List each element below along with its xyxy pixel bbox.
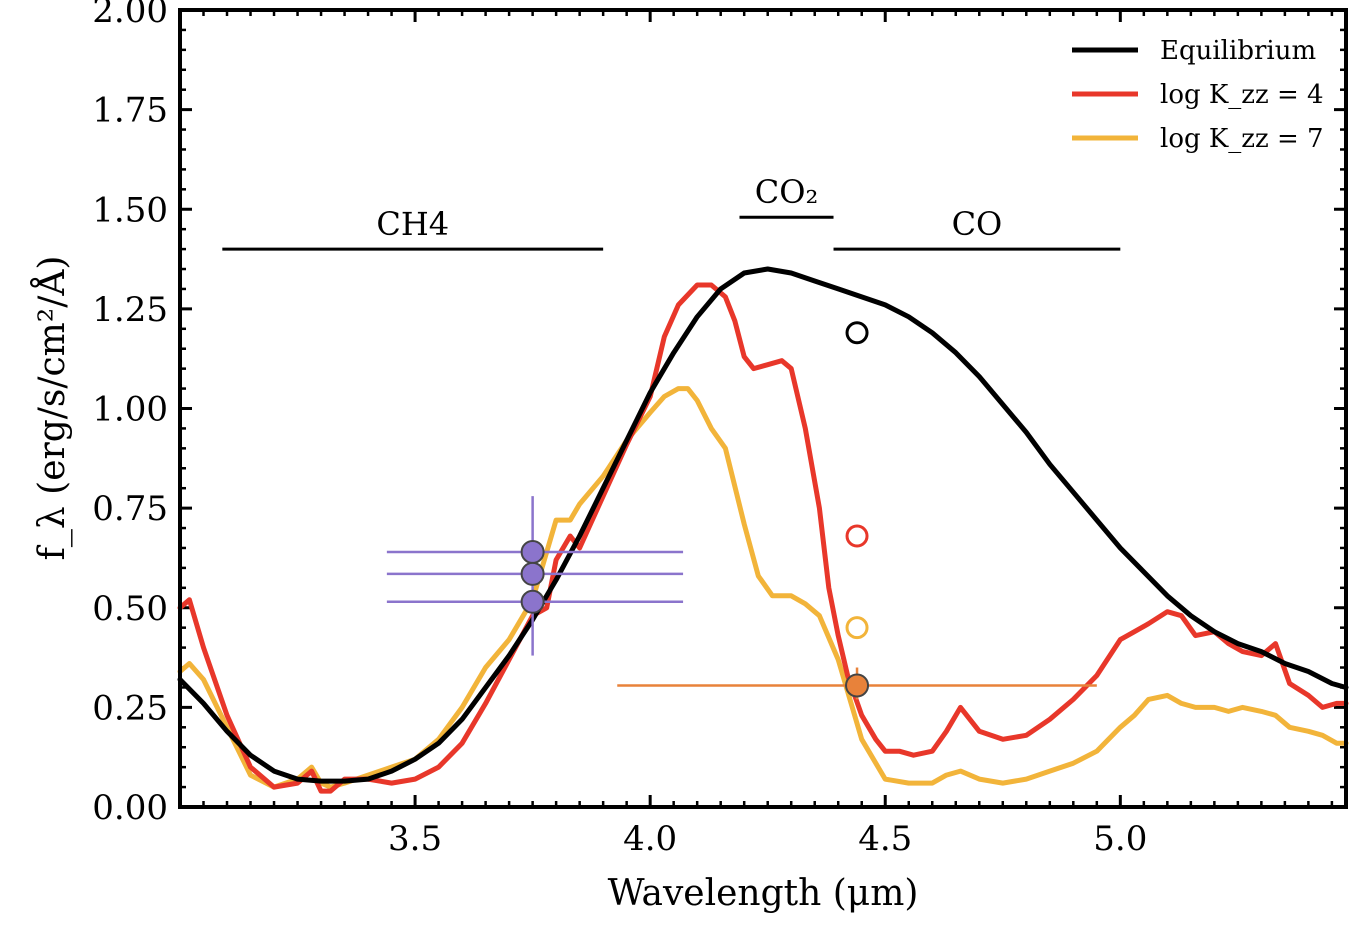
x-axis-title: Wavelength (μm) xyxy=(608,873,919,914)
x-tick-label: 3.5 xyxy=(388,819,442,859)
x-tick-label: 5.0 xyxy=(1093,819,1147,859)
model-point xyxy=(845,524,869,548)
observation-point xyxy=(520,539,545,564)
y-tick-label: 1.50 xyxy=(92,190,168,230)
y-tick-labels: 0.00 0.25 0.50 0.75 1.00 1.25 1.50 1.75 2.00 xyxy=(92,0,168,828)
band-label: CO xyxy=(952,205,1003,243)
legend-label: Equilibrium xyxy=(1160,36,1316,66)
plot-frame xyxy=(178,8,1348,809)
y-axis-title: f_λ (erg/s/cm²/Å) xyxy=(31,256,73,561)
legend-label: log K_zz = 7 xyxy=(1160,124,1324,154)
y-tick-label: 1.75 xyxy=(92,91,168,131)
observation-points xyxy=(386,496,1097,700)
model-points xyxy=(845,321,869,640)
observation-point xyxy=(520,561,545,586)
series-lines xyxy=(177,266,1349,794)
band-label: CO₂ xyxy=(755,173,819,211)
x-tick-label: 4.5 xyxy=(858,819,912,859)
y-tick-label: 0.00 xyxy=(92,788,168,828)
x-tick-labels: 3.5 4.0 4.5 5.0 xyxy=(388,819,1147,859)
y-tick-label: 0.75 xyxy=(92,489,168,529)
model-point xyxy=(845,321,869,345)
y-tick-label: 1.25 xyxy=(92,290,168,330)
legend-label: log K_zz = 4 xyxy=(1160,80,1324,110)
series-line xyxy=(177,386,1349,790)
x-tick-label: 4.0 xyxy=(623,819,677,859)
model-point xyxy=(845,616,869,640)
y-tick-label: 0.50 xyxy=(92,589,168,629)
y-tick-label: 0.25 xyxy=(92,688,168,728)
y-tick-label: 2.00 xyxy=(92,0,168,31)
legend: Equilibrium log K_zz = 4 log K_zz = 7 xyxy=(1072,36,1324,154)
y-tick-label: 1.00 xyxy=(92,390,168,430)
band-label: CH4 xyxy=(376,205,449,243)
observation-point xyxy=(845,673,870,698)
series-line xyxy=(177,282,1349,794)
molecular-bands: CH4 CO₂ CO xyxy=(222,173,1121,251)
series-line xyxy=(177,266,1349,784)
observation-point xyxy=(520,589,545,614)
